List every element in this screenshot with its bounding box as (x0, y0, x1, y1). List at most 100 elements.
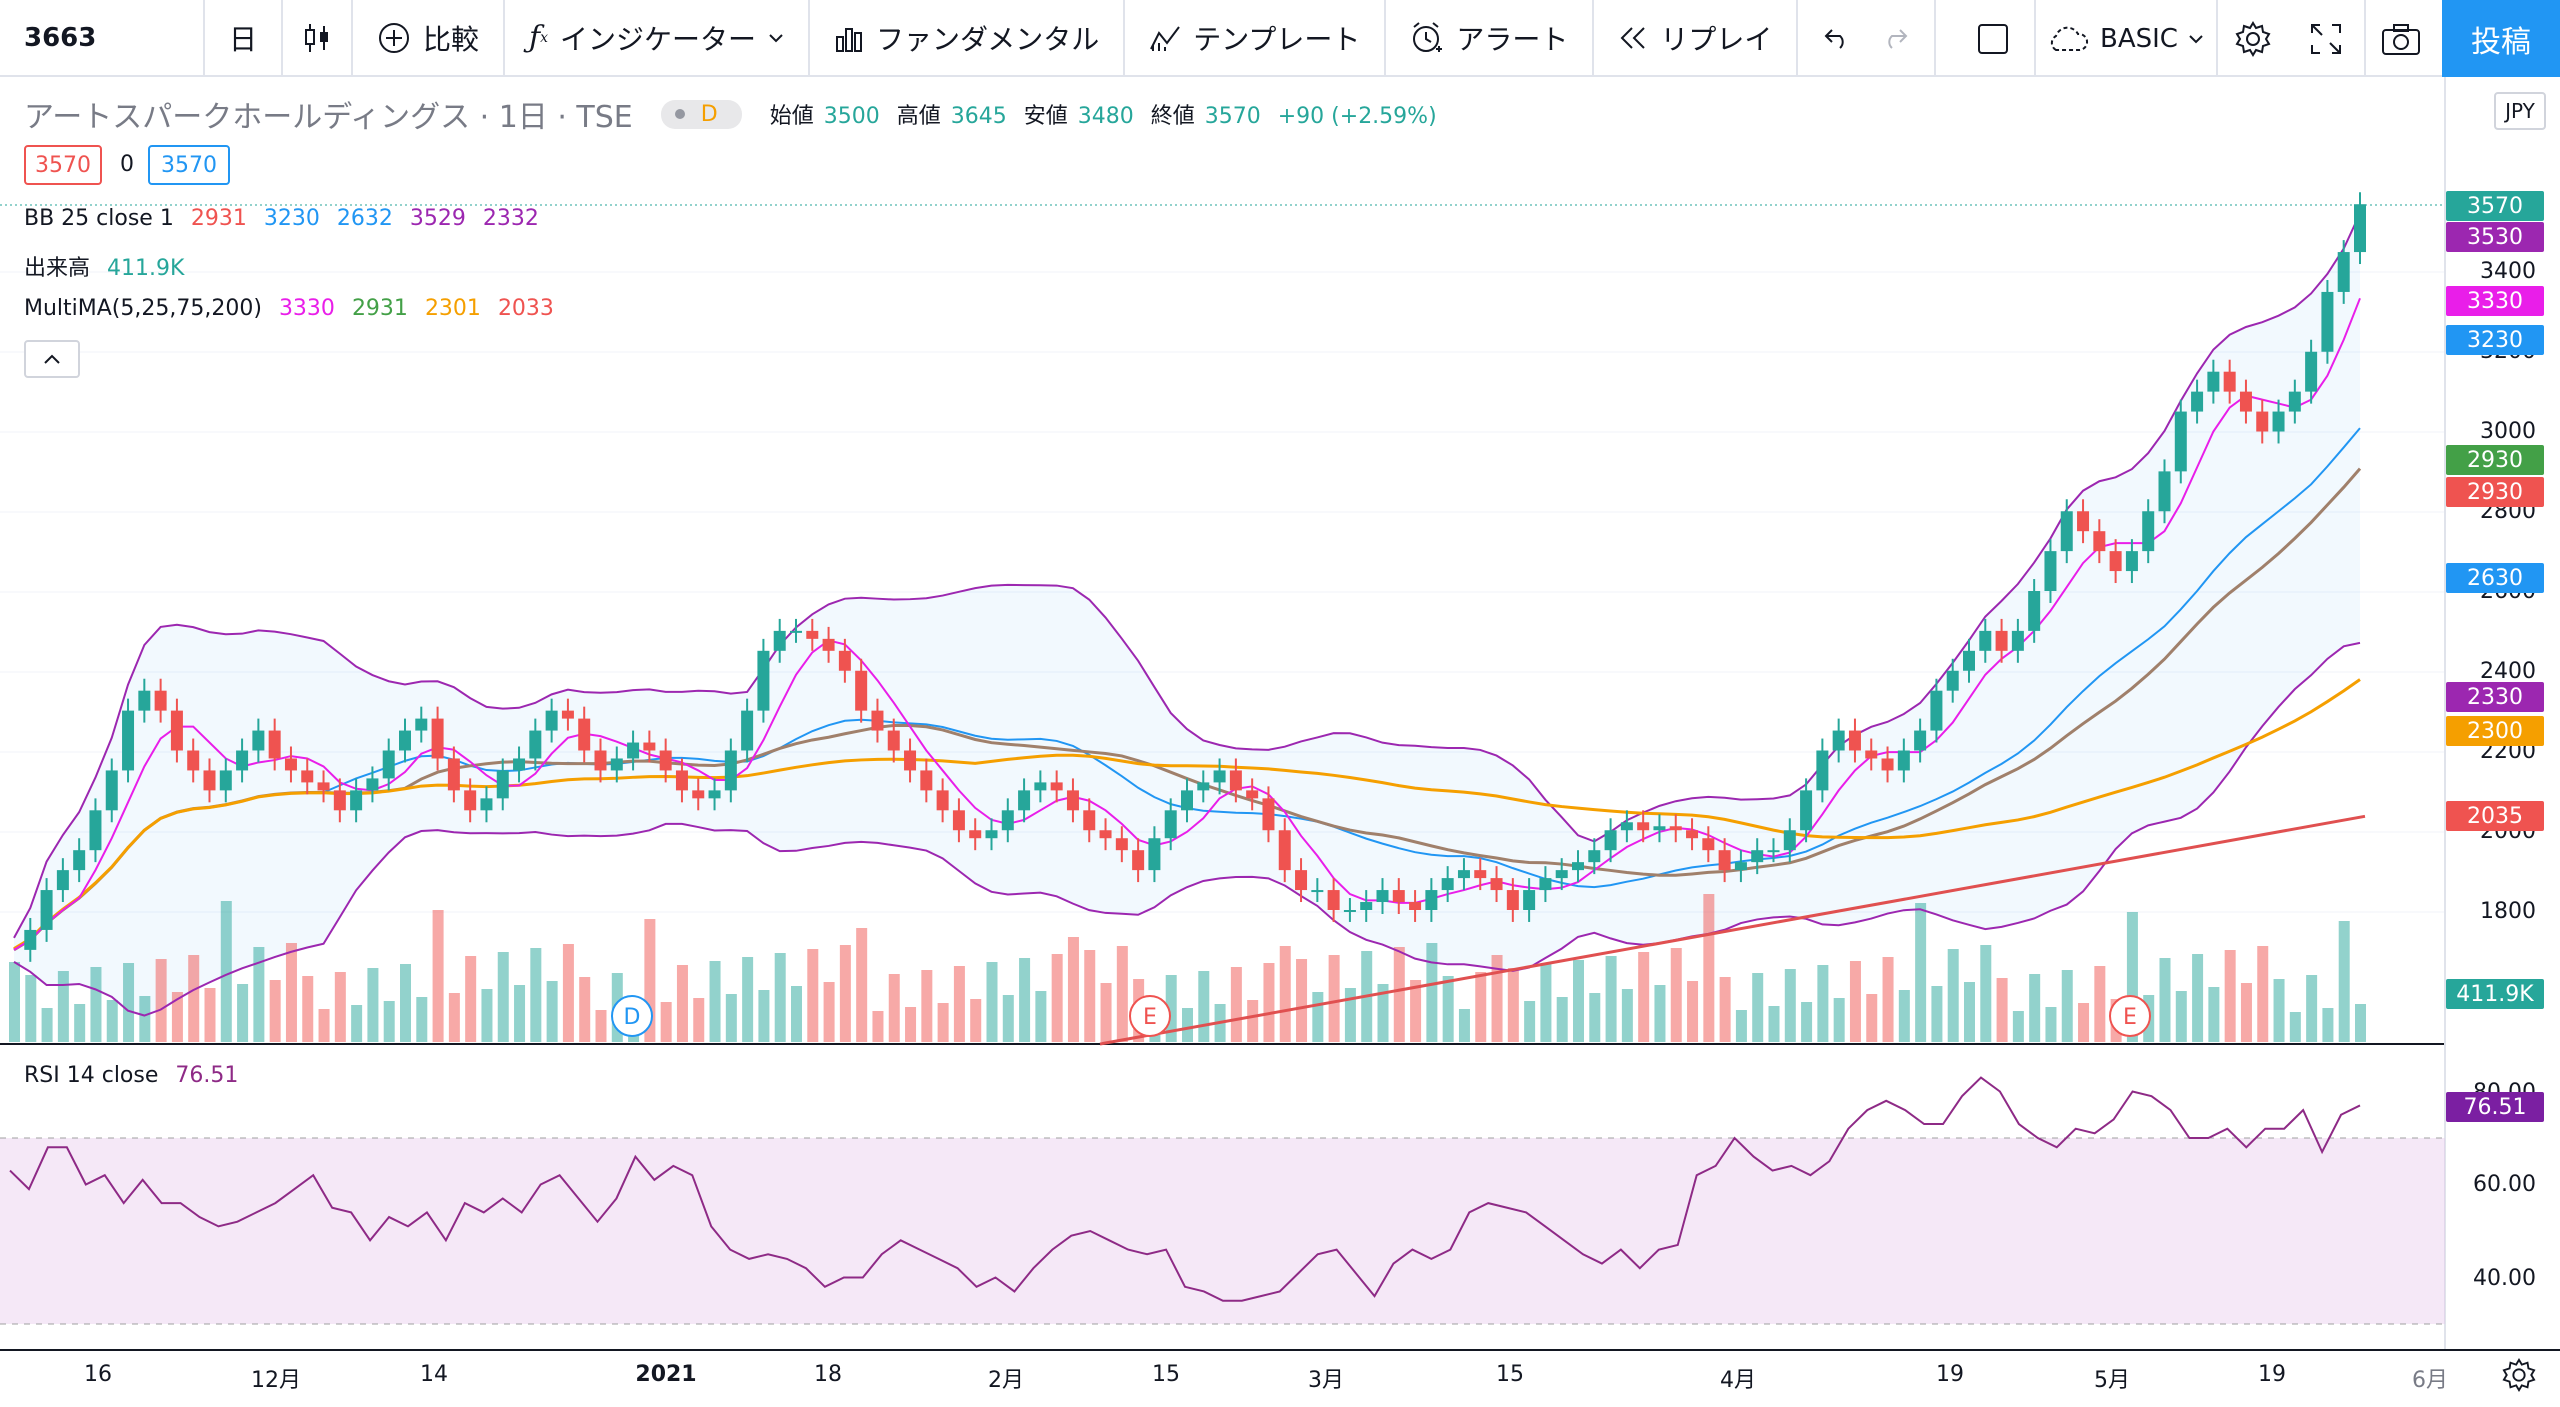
alert-button[interactable]: アラート (1386, 0, 1595, 76)
gear-icon (2235, 20, 2271, 57)
candle-body (1897, 750, 1910, 771)
volume-bar (237, 984, 249, 1042)
candle-body (2093, 531, 2106, 552)
rsi-band-fill (0, 1138, 2445, 1324)
candle-body (480, 798, 493, 811)
candle-body (138, 690, 151, 711)
volume-bar (1247, 1000, 1259, 1042)
ask-value: 3570 (161, 152, 217, 178)
volume-bar (1035, 991, 1047, 1042)
chart-style-button[interactable] (283, 0, 353, 76)
time-tick: 6月 (2412, 1368, 2448, 1393)
volume-bar (1051, 954, 1063, 1042)
multima-legend[interactable]: MultiMA(5,25,75,200) 3330 2931 2301 2033 (24, 296, 564, 321)
candle-body (2288, 391, 2301, 412)
volume-bar (220, 901, 232, 1042)
chevron-down-icon (2188, 34, 2204, 44)
main-chart[interactable]: D E E (0, 77, 2560, 1407)
volume-bar (139, 996, 151, 1042)
candle-body (154, 690, 167, 711)
fundamentals-button[interactable]: ファンダメンタル (810, 0, 1126, 76)
candle-body (1050, 782, 1063, 791)
sell-price-box[interactable]: 3570 (24, 145, 102, 185)
axis-settings-button[interactable] (2502, 1358, 2536, 1396)
open-value: 3500 (823, 104, 880, 129)
candle-body (170, 710, 183, 751)
rsi-line (9, 1076, 2361, 1302)
candle-body (1343, 910, 1356, 912)
replay-button[interactable]: リプレイ (1594, 0, 1799, 76)
volume-bar (1491, 955, 1503, 1042)
templates-label: テンプレート (1193, 22, 1361, 56)
volume-bar (1882, 957, 1894, 1042)
publish-button[interactable]: 投稿 (2442, 0, 2560, 77)
volume-bar (90, 967, 102, 1042)
volume-bar (188, 955, 200, 1042)
templates-button[interactable]: テンプレート (1125, 0, 1387, 76)
fullscreen-button[interactable] (2290, 0, 2362, 77)
chevron-up-icon (43, 353, 61, 365)
volume-bar (57, 971, 69, 1042)
candle-body (887, 730, 900, 751)
fullscreen-toggle-button[interactable] (1958, 0, 2028, 77)
volume-badge: 411.9K (2446, 979, 2544, 1009)
replay-label: リプレイ (1660, 22, 1773, 56)
candle-body (1653, 826, 1666, 831)
compare-button[interactable]: 比較 (353, 0, 506, 76)
buy-price-box[interactable]: 3570 (148, 145, 230, 185)
multima-label: MultiMA(5,25,75,200) (24, 296, 262, 321)
event-marker-label: E (1143, 1005, 1157, 1030)
volume-bar (1182, 1008, 1193, 1042)
volume-bar (1703, 894, 1715, 1042)
volume-bar (660, 1002, 672, 1042)
volume-bar (905, 1007, 917, 1042)
candle-body (2354, 204, 2366, 253)
candle-body (40, 890, 53, 930)
snapshot-button[interactable] (2364, 0, 2436, 77)
symbol-search-button[interactable]: 3663 (0, 0, 205, 76)
time-tick: 14 (420, 1362, 448, 1387)
candle-body (236, 750, 249, 771)
candle-body (855, 670, 868, 711)
volume-bar (2355, 1004, 2366, 1042)
volume-bar (416, 997, 428, 1042)
volume-bar (253, 947, 265, 1042)
candle-body (1914, 730, 1927, 751)
candle-body (1360, 902, 1373, 910)
candle-body (838, 650, 851, 671)
rsi-legend[interactable]: RSI 14 close 76.51 (24, 1063, 248, 1088)
time-tick: 15 (1152, 1362, 1180, 1387)
candle-body (2174, 411, 2187, 472)
volume-bar (1344, 988, 1356, 1042)
volume-bar (856, 928, 868, 1042)
volume-bar (465, 956, 477, 1042)
volume-bar (530, 948, 542, 1042)
high-label: 高値 (896, 104, 941, 129)
candle-body (447, 758, 460, 791)
rsi-value: 76.51 (175, 1063, 239, 1088)
interval-button[interactable]: 日 (205, 0, 283, 76)
bb-legend[interactable]: BB 25 close 1 2931 3230 2632 3529 2332 (24, 206, 549, 231)
collapse-legend-button[interactable] (24, 340, 80, 378)
redo-icon[interactable] (1880, 26, 1910, 50)
volume-legend[interactable]: 出来高 411.9K (24, 250, 194, 282)
volume-bar (41, 1008, 53, 1042)
expand-icon (2310, 23, 2342, 55)
volume-bar (758, 990, 770, 1042)
candle-body (301, 770, 314, 783)
volume-bar (2273, 979, 2285, 1042)
price-badge-bb-lower: 2330 (2446, 682, 2544, 712)
candle-body (317, 782, 330, 791)
bid-value: 3570 (35, 152, 91, 178)
layout-button[interactable]: BASIC (2034, 0, 2214, 77)
currency-button[interactable]: JPY (2494, 92, 2546, 130)
candle-body (1963, 650, 1975, 671)
volume-bar (2126, 912, 2138, 1042)
candle-body (659, 750, 672, 771)
volume-bar (302, 976, 314, 1042)
settings-button[interactable] (2216, 0, 2288, 77)
close-label: 終値 (1150, 104, 1195, 129)
volume-bar (1621, 989, 1633, 1042)
undo-icon[interactable] (1822, 26, 1852, 50)
